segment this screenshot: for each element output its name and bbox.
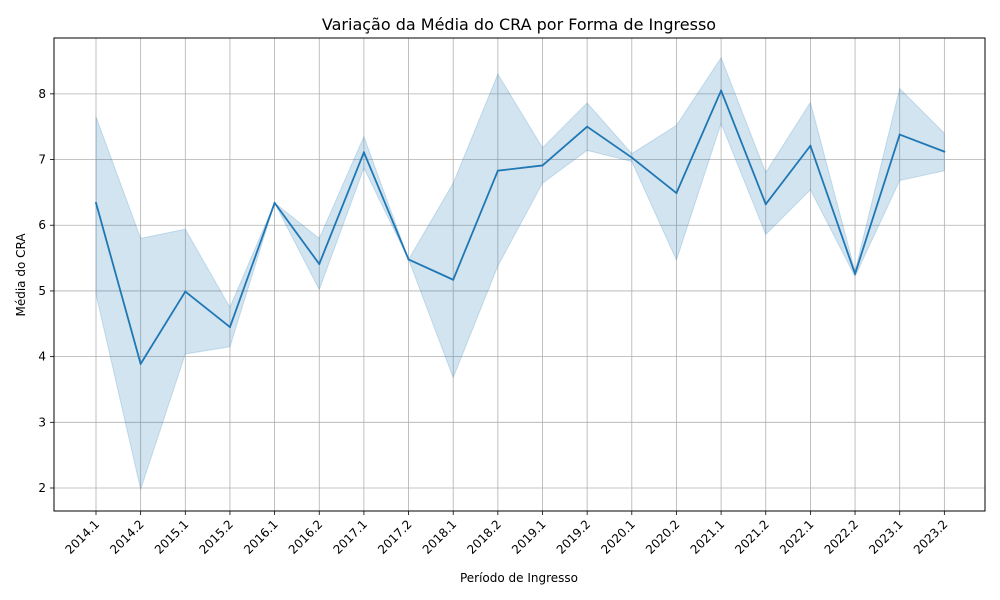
y-tick-label: 4 (38, 350, 46, 364)
data-point (496, 169, 499, 172)
y-axis-label: Média do CRA (14, 233, 28, 317)
x-tick-label: 2020.2 (643, 517, 683, 557)
data-point (586, 125, 589, 128)
x-tick-label: 2019.1 (509, 517, 549, 557)
series-line-group (95, 89, 946, 365)
series-line (95, 89, 945, 365)
x-tick-label: 2016.2 (286, 517, 326, 557)
y-tick-label: 3 (38, 415, 46, 429)
x-axis: 2014.1 2014.2 2015.1 2015.2 2016.1 2016.2 2017… (63, 511, 951, 557)
y-axis: 2 3 4 5 6 7 8 (38, 87, 54, 495)
data-point (407, 258, 410, 261)
data-point (184, 290, 187, 293)
data-point (139, 362, 142, 365)
x-tick-label: 2022.1 (777, 517, 817, 557)
chart-title: Variação da Média do CRA por Forma de In… (322, 15, 716, 34)
data-point (541, 164, 544, 167)
data-point (720, 89, 723, 92)
data-point (95, 201, 97, 204)
data-point (228, 326, 231, 329)
data-point (452, 278, 455, 281)
x-tick-label: 2018.1 (420, 517, 460, 557)
data-point (764, 203, 767, 206)
data-point (318, 262, 321, 265)
x-tick-label: 2022.2 (822, 517, 862, 557)
y-tick-label: 7 (38, 153, 46, 167)
x-tick-label: 2023.2 (911, 517, 951, 557)
x-tick-label: 2020.1 (598, 517, 638, 557)
data-point (943, 150, 946, 153)
y-tick-label: 6 (38, 218, 46, 232)
data-point (630, 156, 633, 159)
data-point (675, 192, 678, 195)
x-tick-label: 2018.2 (464, 517, 504, 557)
y-tick-label: 2 (38, 481, 46, 495)
x-tick-label: 2014.2 (107, 517, 147, 557)
x-axis-label: Período de Ingresso (460, 571, 578, 585)
data-point (273, 201, 276, 204)
x-tick-label: 2014.1 (63, 517, 103, 557)
x-tick-label: 2015.1 (152, 517, 192, 557)
data-point (362, 151, 365, 154)
y-tick-label: 5 (38, 284, 46, 298)
data-point (809, 144, 812, 147)
x-tick-label: 2019.2 (554, 517, 594, 557)
x-tick-label: 2016.1 (241, 517, 281, 557)
data-point (898, 133, 901, 136)
x-tick-label: 2021.1 (688, 517, 728, 557)
plot-frame (53, 37, 986, 512)
x-tick-label: 2023.1 (866, 517, 906, 557)
x-tick-label: 2021.2 (732, 517, 772, 557)
x-tick-label: 2017.1 (330, 517, 370, 557)
x-tick-label: 2017.2 (375, 517, 415, 557)
confidence-band (95, 56, 945, 492)
confidence-band-area (95, 56, 945, 492)
data-point (854, 272, 857, 275)
y-tick-label: 8 (38, 87, 46, 101)
x-tick-label: 2015.2 (196, 517, 236, 557)
